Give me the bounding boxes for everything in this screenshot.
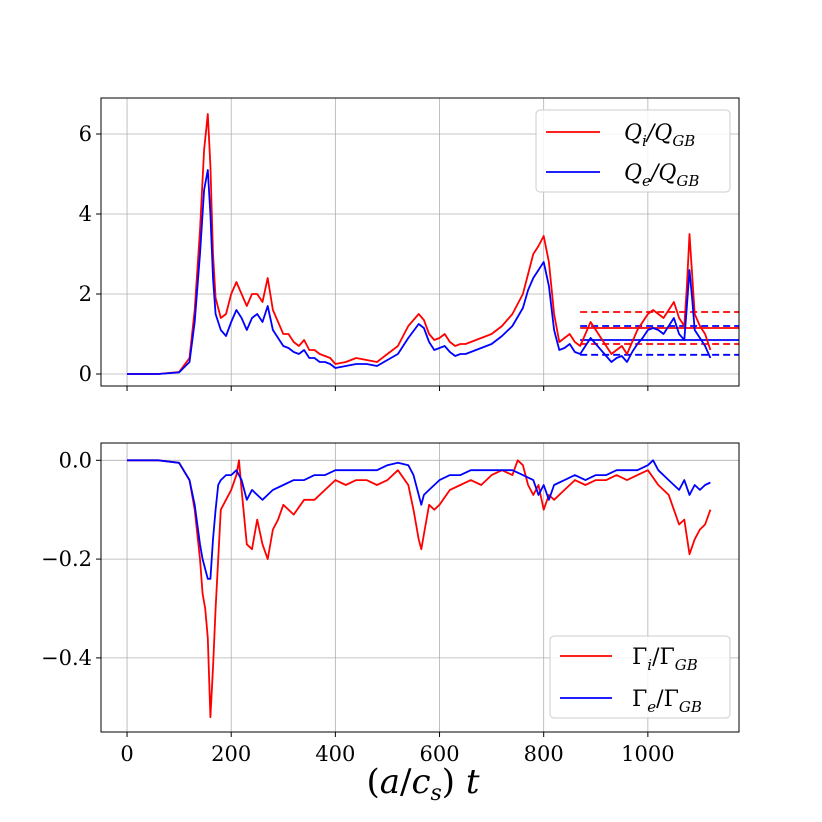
bottom-grid	[101, 443, 739, 732]
y-tick-label: 2	[79, 282, 92, 306]
top-series-line-0	[127, 113, 712, 375]
bottom-axes-frame	[100, 442, 740, 733]
top-reference-lines	[580, 311, 739, 356]
x-tick-label: 1000	[621, 742, 674, 766]
bottom-legend: Γi/ΓGB Γe/ΓGB	[549, 635, 731, 719]
bottom-series-group	[127, 459, 712, 719]
top-series-group	[127, 113, 712, 375]
bottom-ticks: 0 200 400 600 800 1000 0.0 −0.2 −0.4	[41, 448, 675, 766]
x-tick-label: 200	[211, 742, 251, 766]
legend-label-gamma-e: Γe/ΓGB	[632, 687, 702, 716]
top-axes-frame	[100, 97, 740, 387]
top-panel: 0 2 4 6 Qi/QGB Qe/QGB	[79, 97, 740, 391]
y-tick-label: 0.0	[59, 448, 92, 472]
top-legend: Qi/QGB Qe/QGB	[535, 109, 731, 193]
x-axis-label: (a/cs) t	[366, 762, 479, 806]
x-tick-label: 800	[524, 742, 564, 766]
x-tick-label: 0	[120, 742, 133, 766]
y-tick-label: −0.4	[41, 646, 92, 670]
top-series-line-1	[127, 169, 712, 375]
bottom-panel: 0 200 400 600 800 1000 0.0 −0.2 −0.4 Γi/ΓGB Γe/Γ…	[41, 442, 740, 806]
legend-label-gamma-i: Γi/ΓGB	[632, 645, 698, 674]
bottom-series-line-1	[127, 459, 711, 580]
y-tick-label: −0.2	[41, 547, 92, 571]
x-tick-label: 400	[315, 742, 355, 766]
top-ticks: 0 2 4 6	[79, 122, 649, 391]
y-tick-label: 6	[79, 122, 92, 146]
bottom-series-line-0	[127, 459, 712, 719]
x-tick-label: 600	[419, 742, 459, 766]
y-tick-label: 0	[79, 362, 92, 386]
y-tick-label: 4	[79, 202, 92, 226]
